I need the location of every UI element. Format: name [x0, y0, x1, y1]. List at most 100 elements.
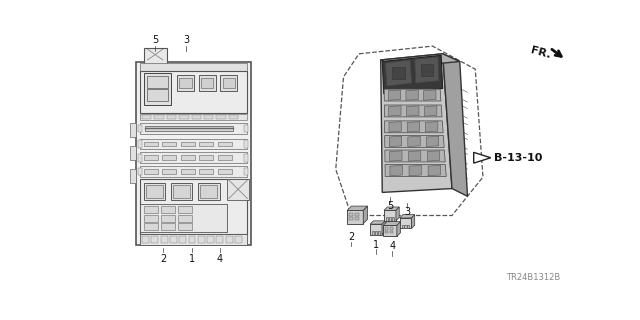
Polygon shape [424, 90, 436, 100]
Polygon shape [406, 90, 419, 100]
Bar [386, 218, 388, 221]
Bar [235, 236, 242, 243]
Bar [140, 179, 246, 234]
Text: 1: 1 [373, 240, 379, 250]
Polygon shape [381, 54, 460, 68]
Bar [161, 206, 175, 213]
Polygon shape [409, 165, 421, 176]
Bar [227, 179, 249, 200]
Bar [370, 224, 382, 235]
Polygon shape [408, 136, 420, 147]
Polygon shape [412, 215, 415, 228]
Polygon shape [474, 152, 491, 163]
Polygon shape [406, 106, 419, 116]
Polygon shape [426, 136, 439, 147]
Bar [420, 64, 433, 76]
Bar [349, 217, 353, 220]
Polygon shape [381, 54, 452, 192]
Bar [244, 154, 248, 162]
Bar [154, 115, 164, 119]
Bar [143, 215, 157, 222]
Text: B-13-10: B-13-10 [494, 153, 542, 163]
Bar [355, 217, 359, 220]
Bar [378, 231, 380, 235]
Bar [129, 169, 136, 183]
Polygon shape [384, 89, 441, 101]
Bar [171, 183, 193, 200]
Bar [355, 213, 359, 216]
Bar [201, 78, 213, 88]
Bar [167, 115, 176, 119]
Polygon shape [384, 207, 399, 210]
Text: 3: 3 [404, 207, 410, 217]
Text: 2: 2 [160, 254, 166, 264]
Bar [143, 73, 171, 105]
Bar [220, 75, 237, 91]
Polygon shape [415, 57, 439, 83]
Text: 2: 2 [348, 232, 355, 242]
Bar [218, 169, 232, 174]
Polygon shape [397, 222, 401, 236]
Bar [140, 114, 246, 120]
Polygon shape [388, 106, 401, 116]
Bar [138, 168, 142, 175]
Bar [216, 115, 226, 119]
Bar [143, 141, 157, 146]
Bar [179, 78, 191, 88]
Bar [136, 61, 250, 245]
Bar [142, 236, 149, 243]
Bar [198, 75, 216, 91]
Bar [143, 223, 157, 230]
Bar [129, 146, 136, 160]
Bar [179, 115, 189, 119]
Bar [216, 236, 223, 243]
Bar [223, 78, 235, 88]
Bar [244, 124, 248, 132]
Bar [140, 139, 246, 149]
Polygon shape [408, 151, 421, 161]
Bar [138, 154, 142, 162]
Bar [189, 236, 195, 243]
Bar [147, 89, 168, 101]
Bar [198, 183, 220, 200]
Bar [375, 231, 377, 235]
Bar [199, 156, 213, 160]
Polygon shape [370, 221, 385, 224]
Bar [226, 236, 233, 243]
Polygon shape [426, 122, 438, 132]
Bar [161, 215, 175, 222]
Bar [199, 169, 213, 174]
Polygon shape [389, 136, 402, 147]
Bar [390, 231, 393, 233]
Bar [140, 166, 246, 177]
Bar [180, 156, 195, 160]
Bar [143, 206, 157, 213]
Bar [349, 213, 353, 216]
Bar [146, 186, 163, 198]
Polygon shape [385, 60, 412, 86]
Polygon shape [388, 90, 401, 100]
Bar [138, 124, 142, 132]
Bar [207, 236, 214, 243]
Bar [383, 225, 397, 236]
Bar [180, 141, 195, 146]
Polygon shape [390, 165, 403, 176]
Polygon shape [382, 55, 443, 94]
Bar [390, 227, 393, 230]
Bar [142, 115, 151, 119]
Polygon shape [390, 151, 402, 161]
Bar [140, 123, 246, 134]
Bar [198, 236, 205, 243]
Polygon shape [364, 206, 367, 224]
Bar [200, 186, 217, 198]
Bar [399, 218, 412, 228]
Bar [138, 140, 142, 148]
Polygon shape [385, 135, 444, 148]
Text: 5: 5 [152, 35, 158, 45]
Bar [347, 211, 364, 224]
Bar [178, 223, 191, 230]
Bar [401, 225, 404, 228]
Bar [161, 236, 168, 243]
Polygon shape [443, 54, 467, 196]
Bar [385, 227, 388, 230]
